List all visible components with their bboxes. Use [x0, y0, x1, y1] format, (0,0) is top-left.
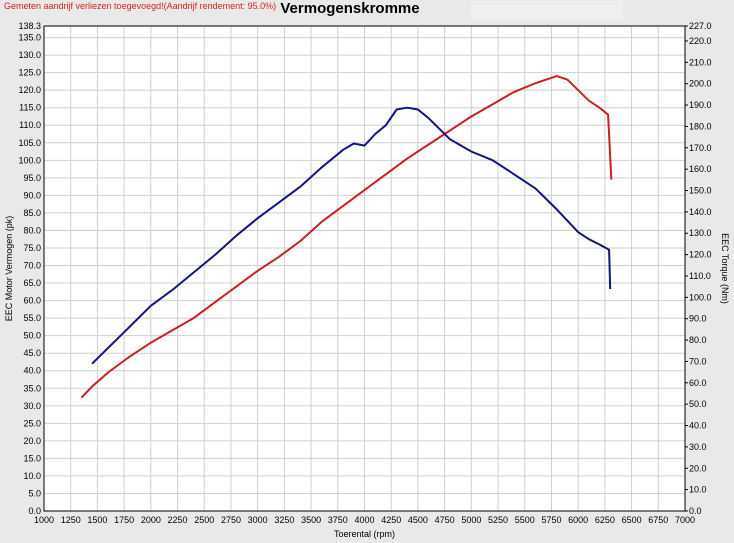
y-left-tick-label: 30.0	[23, 401, 41, 411]
chart-title: Vermogenskromme	[280, 0, 420, 17]
x-tick-label: 5000	[461, 515, 481, 525]
series-line-2	[91, 106, 612, 365]
y-right-tick-label: 90.0	[689, 314, 707, 324]
y-left-tick-label: 110.0	[19, 120, 41, 130]
y-right-tick-label: 80.0	[689, 335, 707, 345]
y-left-tick-label: 125.0	[18, 68, 41, 78]
x-tick-label: 2750	[221, 515, 241, 525]
y-left-tick-label: 5.0	[28, 488, 41, 498]
x-axis-title: Toerental (rpm)	[334, 529, 395, 539]
y-axis-left-title: EEC Motor Vermogen (pk)	[4, 216, 14, 322]
x-tick-label: 3750	[328, 515, 348, 525]
y-right-tick-label: 180.0	[689, 121, 712, 131]
y-left-tick-label: 15.0	[23, 453, 41, 463]
y-axis-right-title: EEC Torque (Nm)	[720, 233, 730, 304]
y-left-tick-label: 120.0	[18, 85, 41, 95]
series-layer	[80, 75, 613, 399]
x-tick-label: 5500	[515, 515, 535, 525]
y-left-tick-label: 35.0	[23, 383, 41, 393]
y-right-tick-label: 140.0	[689, 207, 712, 217]
x-tick-label: 3250	[274, 515, 294, 525]
x-tick-label: 3000	[248, 515, 268, 525]
y-left-tick-label: 45.0	[23, 348, 41, 358]
y-right-tick-label: 20.0	[689, 463, 707, 473]
y-right-tick-label: 130.0	[689, 228, 712, 238]
drivetrain-loss-warning: Gemeten aandrijf verliezen toegevoegd!(A…	[4, 1, 277, 11]
y-right-tick-label: 70.0	[689, 356, 707, 366]
y-right-tick-label: 0.0	[689, 506, 702, 516]
y-right-tick-label: 60.0	[689, 378, 707, 388]
y-left-tick-label: 90.0	[23, 190, 41, 200]
y-right-tick-label: 150.0	[689, 186, 712, 196]
y-left-tick-label: 75.0	[23, 243, 41, 253]
series-line-1	[80, 75, 613, 399]
y-right-tick-label: 50.0	[689, 399, 707, 409]
x-tick-label: 7000	[675, 515, 695, 525]
y-left-tick-label: 55.0	[23, 313, 41, 323]
y-left-tick-label: 80.0	[23, 225, 41, 235]
y-right-tick-label: 190.0	[689, 100, 712, 110]
header-placeholder-box	[471, 1, 623, 21]
y-left-tick-label: 65.0	[23, 278, 41, 288]
x-tick-label: 3500	[301, 515, 321, 525]
y-right-tick-label: 40.0	[689, 421, 707, 431]
y-left-tick-label: 115.0	[19, 103, 41, 113]
y-left-tick-label: 85.0	[23, 208, 41, 218]
x-tick-label: 4000	[354, 515, 374, 525]
y-left-tick-label: 130.0	[18, 50, 41, 60]
y-left-tick-label: 138.3	[18, 21, 41, 31]
y-right-tick-label: 200.0	[689, 79, 712, 89]
y-right-tick-label: 227.0	[689, 21, 712, 31]
y-right-tick-label: 160.0	[689, 164, 712, 174]
x-tick-label: 6250	[595, 515, 615, 525]
gridlines	[43, 25, 686, 512]
y-right-tick-label: 120.0	[689, 250, 712, 260]
x-tick-label: 1250	[61, 515, 81, 525]
y-right-tick-label: 30.0	[689, 442, 707, 452]
y-left-tick-label: 70.0	[23, 261, 41, 271]
y-left-tick-label: 100.0	[18, 155, 41, 165]
x-tick-label: 4250	[381, 515, 401, 525]
y-left-tick-label: 10.0	[23, 471, 41, 481]
y-right-tick-label: 10.0	[689, 485, 707, 495]
x-tick-label: 1500	[87, 515, 107, 525]
x-tick-label: 2250	[168, 515, 188, 525]
plot-frame	[43, 25, 686, 512]
y-left-tick-label: 60.0	[23, 296, 41, 306]
y-right-tick-label: 100.0	[689, 292, 712, 302]
y-right-tick-label: 210.0	[689, 57, 712, 67]
y-left-tick-label: 50.0	[23, 331, 41, 341]
y-right-tick-label: 110.0	[689, 271, 711, 281]
x-tick-label: 1750	[114, 515, 134, 525]
x-tick-label: 6500	[622, 515, 642, 525]
y-left-tick-label: 0.0	[28, 506, 41, 516]
x-tick-label: 5250	[488, 515, 508, 525]
y-left-tick-label: 105.0	[18, 138, 41, 148]
x-tick-label: 6750	[648, 515, 668, 525]
x-tick-label: 2000	[141, 515, 161, 525]
y-right-tick-label: 170.0	[689, 143, 712, 153]
y-left-tick-label: 135.0	[18, 33, 41, 43]
x-tick-label: 4750	[435, 515, 455, 525]
x-tick-label: 6000	[568, 515, 588, 525]
x-tick-label: 5750	[541, 515, 561, 525]
y-left-tick-label: 25.0	[23, 418, 41, 428]
x-tick-label: 1000	[34, 515, 54, 525]
tick-labels: 1000 1250 1500 1750 2000 2250 2500 2750 3000 3250…	[18, 21, 711, 525]
y-left-tick-label: 40.0	[23, 366, 41, 376]
y-left-tick-label: 95.0	[23, 173, 41, 183]
x-tick-label: 2500	[194, 515, 214, 525]
y-left-tick-label: 20.0	[23, 436, 41, 446]
y-right-tick-label: 220.0	[689, 36, 712, 46]
x-tick-label: 4500	[408, 515, 428, 525]
